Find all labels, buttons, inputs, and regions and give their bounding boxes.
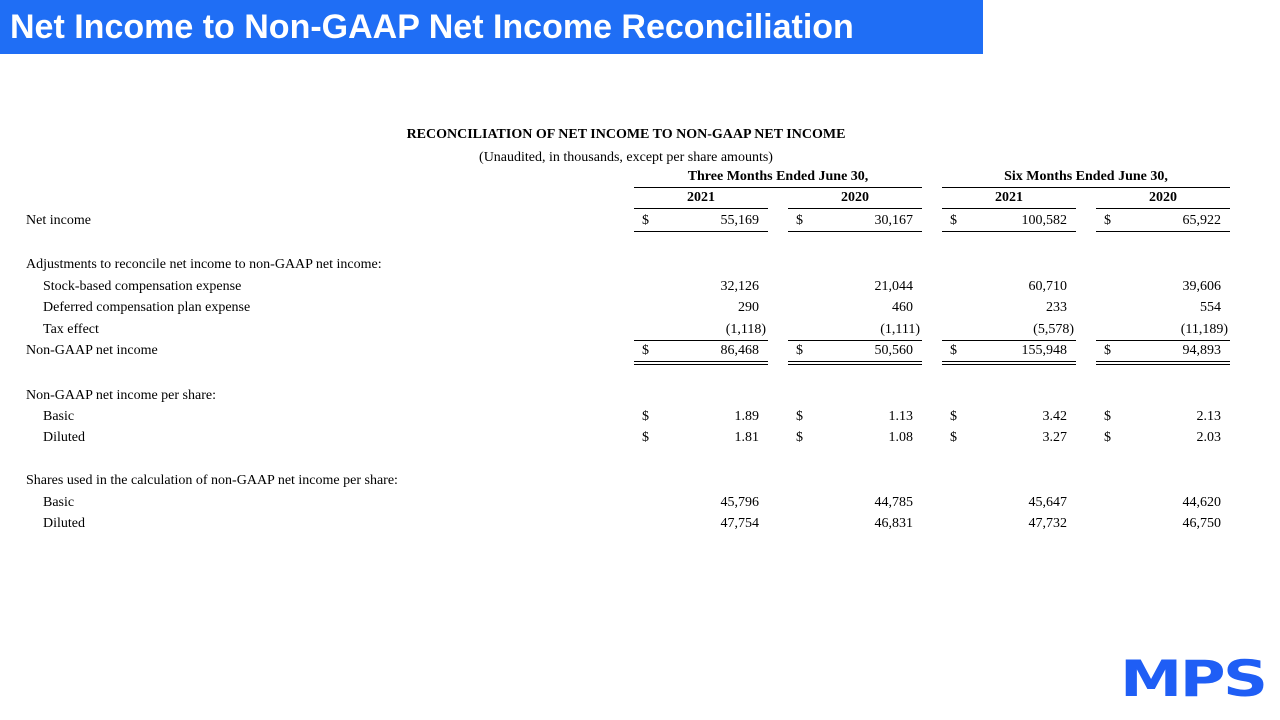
value: 47,754	[720, 516, 760, 531]
currency: $	[642, 430, 649, 445]
currency: $	[1104, 430, 1111, 445]
currency: $	[796, 213, 803, 228]
value: 3.42	[1042, 409, 1068, 424]
rule	[634, 361, 768, 365]
value: 44,620	[1182, 495, 1222, 510]
rule	[942, 187, 1230, 188]
currency: $	[796, 343, 803, 358]
title-bar: Net Income to Non-GAAP Net Income Reconc…	[0, 0, 983, 54]
currency: $	[950, 430, 957, 445]
value: 1.13	[888, 409, 914, 424]
value: 39,606	[1182, 279, 1222, 294]
value: 2.13	[1196, 409, 1222, 424]
value: 3.27	[1042, 430, 1068, 445]
currency: $	[796, 430, 803, 445]
currency: $	[642, 409, 649, 424]
row-label: Shares used in the calculation of non-GA…	[26, 473, 398, 488]
rule	[634, 208, 768, 209]
value: 86,468	[720, 343, 760, 358]
value: 1.89	[734, 409, 760, 424]
rule	[942, 231, 1076, 232]
row-label: Stock-based compensation expense	[43, 279, 242, 294]
value: 30,167	[874, 213, 914, 228]
rule	[942, 361, 1076, 365]
logo: MPS	[1120, 650, 1268, 708]
value: 45,647	[1028, 495, 1068, 510]
rule	[634, 187, 922, 188]
value: 155,948	[1021, 343, 1068, 358]
value: 21,044	[874, 279, 914, 294]
value: 44,785	[874, 495, 914, 510]
value: 60,710	[1028, 279, 1068, 294]
rule	[634, 340, 768, 341]
rule	[788, 208, 922, 209]
value: 46,831	[874, 516, 914, 531]
value: (5,578)	[1033, 322, 1074, 337]
rule	[1096, 208, 1230, 209]
value: 94,893	[1182, 343, 1222, 358]
currency: $	[796, 409, 803, 424]
value: 233	[1046, 300, 1067, 315]
value: 100,582	[1021, 213, 1068, 228]
value: 1.81	[734, 430, 760, 445]
year-header: 2020	[1149, 190, 1177, 205]
rule	[788, 231, 922, 232]
value: 32,126	[720, 279, 760, 294]
currency: $	[1104, 213, 1111, 228]
currency: $	[642, 343, 649, 358]
value: (1,118)	[725, 322, 766, 337]
rule	[1096, 361, 1230, 365]
row-label: Deferred compensation plan expense	[43, 300, 251, 315]
value: 45,796	[720, 495, 760, 510]
currency: $	[950, 343, 957, 358]
year-header: 2021	[687, 190, 715, 205]
value: 47,732	[1028, 516, 1068, 531]
period-header: Six Months Ended June 30,	[1004, 169, 1168, 184]
value: 1.08	[888, 430, 914, 445]
year-header: 2021	[995, 190, 1023, 205]
value: 46,750	[1182, 516, 1222, 531]
rule	[788, 361, 922, 365]
year-header: 2020	[841, 190, 869, 205]
row-label: Basic	[43, 409, 75, 424]
row-label: Adjustments to reconcile net income to n…	[26, 257, 382, 272]
rule	[942, 208, 1076, 209]
currency: $	[1104, 343, 1111, 358]
slide-title: Net Income to Non-GAAP Net Income Reconc…	[10, 8, 854, 46]
currency: $	[950, 213, 957, 228]
value: 65,922	[1182, 213, 1222, 228]
rule	[1096, 231, 1230, 232]
value: 460	[892, 300, 913, 315]
rule	[1096, 340, 1230, 341]
currency: $	[1104, 409, 1111, 424]
row-label: Diluted	[43, 516, 85, 531]
row-label: Non-GAAP net income	[26, 343, 158, 358]
table-subtitle: (Unaudited, in thousands, except per sha…	[479, 150, 773, 165]
value: 2.03	[1196, 430, 1222, 445]
currency: $	[950, 409, 957, 424]
value: (11,189)	[1180, 322, 1228, 337]
row-label: Diluted	[43, 430, 85, 445]
value: 55,169	[720, 213, 760, 228]
value: 290	[738, 300, 759, 315]
value: 554	[1200, 300, 1221, 315]
row-label: Tax effect	[43, 322, 99, 337]
value: 50,560	[874, 343, 914, 358]
rule	[788, 340, 922, 341]
period-header: Three Months Ended June 30,	[687, 169, 869, 184]
rule	[634, 231, 768, 232]
row-label: Non-GAAP net income per share:	[26, 388, 216, 403]
row-label: Basic	[43, 495, 75, 510]
row-label: Net income	[26, 213, 91, 228]
value: (1,111)	[880, 322, 920, 337]
rule	[942, 340, 1076, 341]
table-title: RECONCILIATION OF NET INCOME TO NON-GAAP…	[406, 127, 846, 142]
currency: $	[642, 213, 649, 228]
